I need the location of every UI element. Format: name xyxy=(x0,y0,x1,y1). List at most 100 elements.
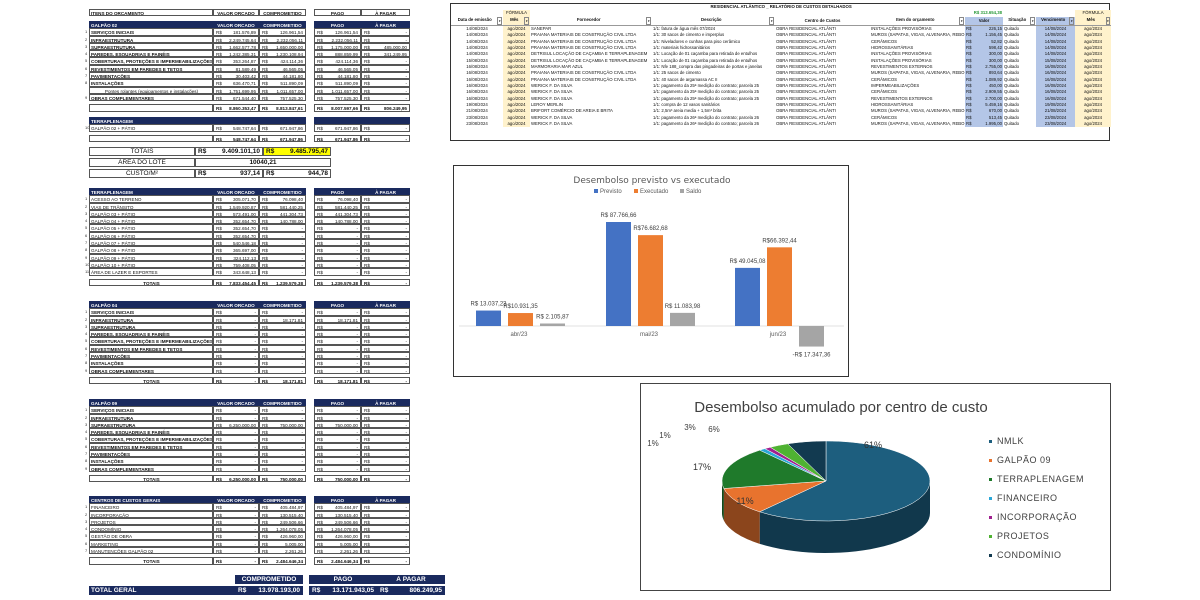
pago-value: - xyxy=(356,346,358,352)
pago-cell: R$ 126.961,54 xyxy=(314,28,361,36)
table-row[interactable]: 4 PAREDES, ESQUADRIAS E PAINÉIS R$ 1.242.38… xyxy=(85,50,411,58)
filter-dropdown-icon[interactable]: ▾ xyxy=(524,16,529,25)
report-row[interactable]: 23/08/2024 ago/2024 WERICK F. DA SILVA 1/1:… xyxy=(451,114,1112,121)
filter-dropdown-icon[interactable]: ▾ xyxy=(769,16,774,25)
table-row[interactable]: 5 COBERTURAS, PROTEÇÕES E IMPERMEABILIZAÇ… xyxy=(85,337,411,345)
table-row[interactable]: 5 COBERTURAS, PROTEÇÕES E IMPERMEABILIZAÇ… xyxy=(85,57,411,65)
report-row[interactable]: 19/08/2024 ago/2024 LEROY MERLIN 1/1: compr… xyxy=(451,101,1112,109)
report-row[interactable]: 16/08/2024 ago/2024 WERICK F. DA SILVA 1/1:… xyxy=(451,95,1112,102)
column-header[interactable]: Item do orçamento ▾ xyxy=(870,16,965,26)
column-header[interactable]: Centro de Custos xyxy=(775,16,870,26)
table-row[interactable]: 9 OBRAS COMPLEMENTARES R$ - R$ - R$ - R$ - xyxy=(85,464,411,472)
currency: R$ xyxy=(317,226,323,232)
column-header[interactable]: Situação ▾ xyxy=(1003,16,1036,26)
filter-dropdown-icon[interactable]: ▾ xyxy=(1105,16,1111,25)
table-row[interactable]: 4 GALPÃO 04 + PÁTIO R$ 352.654,70 R$ 140.788,… xyxy=(85,217,411,225)
table-row[interactable]: 4 PAREDES, ESQUADRIAS E PAINÉIS R$ - R$ - R$ - R… xyxy=(85,428,411,436)
column-header[interactable]: Mês ▾ xyxy=(1075,16,1112,26)
table-row[interactable]: 4 CONDOMÍNIO R$ - R$ 1.264.078,05 R$ 1.264.078,… xyxy=(85,525,411,533)
table-row[interactable]: 1 SERVIÇOS INICIAIS R$ - R$ - R$ - R$ - xyxy=(85,308,411,316)
table-row[interactable]: 8 INSTALAÇÕES R$ - R$ - R$ - R$ - xyxy=(85,457,411,465)
table-row[interactable]: 3 GALPÃO 03 + PÁTIO R$ 573.491,00 R$ 441.304,… xyxy=(85,209,411,218)
report-cell: 1/1: Locação de 01 caçamba para retirada… xyxy=(652,57,775,63)
pago-cell: R$ 1.264.078,05 xyxy=(314,525,361,533)
report-row[interactable]: 14/08/2024 ago/2024 DETRISUL LOCAÇÃO DE CA… xyxy=(451,51,1112,58)
table-row[interactable]: 7 MANUTENÇÕES GALPÃO 02 R$ - R$ 2.261,26 R$ 2.2… xyxy=(85,547,411,555)
table-row[interactable]: 1 ACESSO AO TERRENO R$ 305.071,70 R$ 76.098,4… xyxy=(85,195,411,203)
column-header[interactable]: Valor xyxy=(965,16,1003,26)
report-cell: ago/2024 xyxy=(1075,57,1112,64)
table-row[interactable]: 3 SUPRAESTRUTURA R$ 1.662.577,78 R$ 1.650.000… xyxy=(85,42,411,51)
table-row[interactable]: 9 OBRAS COMPLEMENTARES R$ 671.544,40 R$ 757.5… xyxy=(85,93,411,102)
table-row[interactable]: 9 GALPÃO 09 + PÁTIO R$ 324.112,13 R$ - R$ - R$ - xyxy=(85,253,411,261)
table-row[interactable]: 6 GALPÃO 06 + PÁTIO R$ 352.654,70 R$ - R$ - R$ - xyxy=(85,231,411,240)
report-row[interactable]: 16/08/2024 ago/2024 WERICK F. DA SILVA 1/1:… xyxy=(451,82,1112,90)
column-header[interactable]: Vencimento ▾ xyxy=(1036,16,1075,26)
report-row[interactable]: 15/08/2024 ago/2024 DETRISUL LOCAÇÃO DE CA… xyxy=(451,57,1112,64)
report-row[interactable]: 14/08/2024 ago/2024 PRAIANA MATERIAIS DE C… xyxy=(451,38,1112,45)
column-header[interactable]: Fornecedor ▾ xyxy=(530,16,652,26)
table-row[interactable]: 5 COBERTURAS, PROTEÇÕES E IMPERMEABILIZAÇ… xyxy=(85,435,411,443)
table-row[interactable]: 2 INFRAESTRUTURA R$ - R$ - R$ - R$ - xyxy=(85,413,411,421)
table-row[interactable]: 2 VIAS DE TRÂNSITO R$ 1.549.920,87 R$ 581.440… xyxy=(85,202,411,210)
orc-cell: R$ 2.249.745,64 xyxy=(213,35,259,43)
column-header[interactable]: Descrição ▾ xyxy=(652,16,775,26)
table-row[interactable]: 3 SUPRAESTRUTURA R$ - R$ - R$ - R$ - xyxy=(85,322,411,331)
table-row[interactable]: 4 PAREDES, ESQUADRIAS E PAINÉIS R$ - R$ - R$ - R… xyxy=(85,330,411,338)
table-row[interactable]: 7 GALPÃO 07 + PÁTIO R$ 540.546,18 R$ - R$ - R$ - xyxy=(85,239,411,247)
table-row[interactable]: 7 PAVIMENTAÇÕES R$ 30.403,42 R$ 44.181,80 R$ 44… xyxy=(85,72,411,80)
row-number: 9 xyxy=(85,94,88,100)
column-header[interactable]: Mês ▾ xyxy=(503,16,530,26)
currency: R$ xyxy=(966,82,972,88)
table-row[interactable]: 7 PAVIMENTAÇÕES R$ - R$ - R$ - R$ - xyxy=(85,450,411,458)
filter-dropdown-icon[interactable]: ▾ xyxy=(497,16,502,25)
table-row[interactable]: 2 INFRAESTRUTURA R$ - R$ 18.171,81 R$ 18.171,81… xyxy=(85,315,411,323)
table-row[interactable]: 5 GESTÃO DE OBRA R$ - R$ 426.960,00 R$ 426.960,… xyxy=(85,532,411,540)
table-row[interactable]: 1 SERVIÇOS INICIAIS R$ 181.576,89 R$ 126.961,… xyxy=(85,28,411,36)
table-row[interactable]: 7 PAVIMENTAÇÕES R$ - R$ - R$ - R$ - xyxy=(85,352,411,360)
table-row[interactable]: Pontes rolantes (equipamentos e instalaç… xyxy=(85,86,411,94)
row-label: PAREDES, ESQUADRIAS E PAINÉIS xyxy=(89,428,213,436)
report-row[interactable]: 16/08/2024 ago/2024 WERICK F. DA SILVA 1/1:… xyxy=(451,89,1112,96)
table-row[interactable]: 6 REVESTIMENTOS EM PAREDES E TETOS R$ - R$ - R… xyxy=(85,442,411,451)
slice-label: 1% xyxy=(647,439,659,448)
table-row[interactable]: 1 SERVIÇOS INICIAIS R$ - R$ - R$ - R$ - xyxy=(85,406,411,414)
report-row[interactable]: 16/08/2024 ago/2024 MARMORARIA MAR AZUL 1/1… xyxy=(451,63,1112,71)
table-row[interactable]: 8 INSTALAÇÕES R$ - R$ - R$ - R$ - xyxy=(85,359,411,367)
pago-cell: R$ - xyxy=(314,246,361,254)
table-row[interactable]: 8 GALPÃO 08 + PÁTIO R$ 365.697,00 R$ - R$ - R$ - xyxy=(85,246,411,254)
table-row[interactable]: 2 INCORPORAÇÃO R$ - R$ 130.515,40 R$ 130.515,40… xyxy=(85,510,411,518)
orc-cell: R$ 759.408,05 xyxy=(213,260,259,269)
table-row[interactable]: 10 GALPÃO 10 + PÁTIO R$ 759.408,05 R$ - R$ - R$ - xyxy=(85,260,411,269)
table-row[interactable]: 3 PROJETOS R$ - R$ 249.506,66 R$ 249.506,66 R$ - xyxy=(85,517,411,526)
pago-value: 511.890,09 xyxy=(335,81,358,87)
report-row[interactable]: 14/08/2024 ago/2024 PRAIANA MATERIAIS DE C… xyxy=(451,32,1112,39)
row-number: 7 xyxy=(85,548,88,554)
column-header[interactable]: Data de emissão ▾ xyxy=(451,16,503,26)
report-row[interactable]: 16/08/2024 ago/2024 PRAIANA MATERIAIS DE C… xyxy=(451,76,1112,83)
filter-dropdown-icon[interactable]: ▾ xyxy=(1030,16,1035,25)
bar-executado xyxy=(508,313,533,326)
report-row[interactable]: 23/08/2024 ago/2024 WERICK F. DA SILVA 1/1:… xyxy=(451,120,1112,128)
pago-cell: R$ - xyxy=(314,457,361,465)
table-row[interactable]: 6 REVESTIMENTOS EM PAREDES E TETOS R$ - R$ - R… xyxy=(85,344,411,353)
table-row[interactable]: 5 GALPÃO 05 + PÁTIO R$ 352.654,70 R$ - R$ - R$ - xyxy=(85,224,411,232)
report-row[interactable]: 16/08/2024 ago/2024 PRAIANA MATERIAIS DE C… xyxy=(451,70,1112,77)
filter-dropdown-icon[interactable]: ▾ xyxy=(959,16,964,25)
currency: R$ xyxy=(364,37,370,43)
table-row[interactable]: 11 ÁREA DE LAZER E ESPORTES R$ 343.648,13 R$… xyxy=(85,268,411,276)
table-row[interactable]: 3 SUPRAESTRUTURA R$ 6.250.000,00 R$ 750.000,0… xyxy=(85,420,411,429)
table-row[interactable]: 9 OBRAS COMPLEMENTARES R$ - R$ - R$ - R$ - xyxy=(85,366,411,374)
report-row[interactable]: 14/08/2024 ago/2024 PRAIANA MATERIAIS DE C… xyxy=(451,44,1112,52)
table-row[interactable]: 6 REVESTIMENTOS EM PAREDES E TETOS R$ 81.58… xyxy=(85,64,411,73)
table-row[interactable]: 8 INSTALAÇÕES R$ 636.470,71 R$ 511.890,09 R$ 51… xyxy=(85,79,411,87)
row-label: PAREDES, ESQUADRIAS E PAINÉIS xyxy=(89,330,213,338)
table-row[interactable]: 10 GALPÃO 02 + PÁTIO R$ 548.747,64 R$ 671.947… xyxy=(85,124,411,132)
report-row[interactable]: 21/08/2024 ago/2024 BRIFORT COMÉRCIO DE AR… xyxy=(451,108,1112,115)
table-row[interactable]: 2 INFRAESTRUTURA R$ 2.249.745,64 R$ 2.232.056… xyxy=(85,35,411,43)
table-row[interactable]: 1 FINANCEIRO R$ - R$ 405.484,97 R$ 405.484,97 R$… xyxy=(85,503,411,511)
filter-dropdown-icon[interactable]: ▾ xyxy=(646,16,651,25)
table-row[interactable]: 6 MARKETING R$ - R$ 5.005,00 R$ 5.005,00 R$ - xyxy=(85,539,411,548)
report-row[interactable]: 14/08/2024 ago/2024 SANEPAR 1/1: fatura de … xyxy=(451,25,1112,33)
filter-dropdown-icon[interactable]: ▾ xyxy=(1069,16,1074,25)
